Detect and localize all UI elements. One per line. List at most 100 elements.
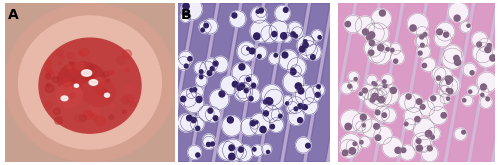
- Circle shape: [232, 13, 237, 18]
- Circle shape: [98, 90, 105, 96]
- Circle shape: [62, 78, 72, 87]
- Circle shape: [462, 130, 466, 134]
- Circle shape: [444, 32, 448, 37]
- Circle shape: [362, 119, 380, 138]
- Circle shape: [269, 53, 280, 64]
- Circle shape: [54, 117, 62, 124]
- Circle shape: [378, 97, 384, 103]
- Circle shape: [252, 145, 263, 156]
- Circle shape: [261, 25, 278, 43]
- Circle shape: [244, 89, 248, 93]
- Circle shape: [291, 32, 296, 37]
- Circle shape: [106, 79, 110, 82]
- Circle shape: [79, 115, 86, 122]
- Circle shape: [196, 75, 207, 86]
- Circle shape: [424, 33, 427, 36]
- Circle shape: [96, 86, 104, 94]
- Circle shape: [399, 93, 416, 110]
- Circle shape: [478, 38, 492, 52]
- Circle shape: [206, 107, 220, 122]
- Circle shape: [362, 124, 366, 127]
- Circle shape: [420, 101, 434, 116]
- Circle shape: [196, 126, 200, 130]
- Circle shape: [390, 50, 404, 64]
- Circle shape: [5, 3, 175, 162]
- Circle shape: [340, 110, 362, 132]
- Circle shape: [300, 46, 305, 52]
- Circle shape: [186, 115, 192, 121]
- Circle shape: [45, 101, 52, 108]
- Circle shape: [480, 96, 492, 108]
- Circle shape: [179, 51, 192, 66]
- Circle shape: [74, 89, 80, 96]
- Circle shape: [362, 29, 368, 35]
- Circle shape: [290, 65, 302, 76]
- Circle shape: [440, 75, 460, 96]
- Circle shape: [439, 79, 452, 92]
- Circle shape: [434, 67, 452, 86]
- Circle shape: [298, 103, 303, 109]
- Circle shape: [404, 94, 423, 112]
- Circle shape: [374, 106, 390, 121]
- Circle shape: [416, 26, 428, 38]
- Circle shape: [367, 23, 388, 45]
- Circle shape: [246, 47, 250, 50]
- Circle shape: [428, 146, 432, 151]
- Circle shape: [256, 10, 260, 13]
- Circle shape: [313, 84, 324, 96]
- Circle shape: [210, 67, 214, 71]
- Circle shape: [270, 124, 274, 129]
- Circle shape: [45, 66, 52, 72]
- Circle shape: [79, 51, 84, 55]
- Polygon shape: [216, 3, 262, 162]
- Circle shape: [485, 47, 491, 53]
- Circle shape: [364, 39, 382, 57]
- Circle shape: [88, 112, 94, 117]
- Circle shape: [441, 113, 446, 118]
- Circle shape: [432, 67, 446, 81]
- Circle shape: [454, 128, 466, 140]
- Circle shape: [56, 119, 60, 122]
- Circle shape: [318, 36, 321, 39]
- Circle shape: [210, 142, 214, 146]
- Circle shape: [123, 50, 132, 58]
- Circle shape: [394, 59, 398, 63]
- Circle shape: [454, 15, 460, 21]
- Circle shape: [368, 50, 374, 55]
- Circle shape: [440, 94, 450, 104]
- Circle shape: [196, 153, 200, 157]
- Circle shape: [239, 64, 245, 70]
- Circle shape: [401, 148, 406, 152]
- Circle shape: [288, 97, 304, 113]
- Polygon shape: [284, 3, 330, 162]
- Circle shape: [266, 98, 272, 104]
- Circle shape: [206, 142, 210, 146]
- Circle shape: [214, 61, 218, 66]
- Polygon shape: [193, 3, 238, 162]
- Circle shape: [122, 110, 126, 114]
- Circle shape: [203, 19, 218, 34]
- Circle shape: [472, 32, 488, 48]
- Circle shape: [234, 147, 246, 159]
- Circle shape: [56, 49, 64, 56]
- Polygon shape: [147, 3, 193, 162]
- Circle shape: [46, 83, 50, 87]
- Circle shape: [262, 84, 282, 106]
- Circle shape: [462, 95, 472, 106]
- Circle shape: [110, 72, 114, 75]
- Circle shape: [219, 91, 225, 97]
- Circle shape: [431, 96, 436, 101]
- Circle shape: [477, 42, 482, 47]
- Circle shape: [180, 12, 191, 22]
- Circle shape: [298, 118, 302, 123]
- Circle shape: [374, 89, 387, 102]
- Circle shape: [436, 22, 454, 41]
- Circle shape: [183, 3, 189, 9]
- Circle shape: [80, 48, 88, 56]
- Circle shape: [374, 124, 380, 129]
- Circle shape: [109, 115, 114, 120]
- Circle shape: [237, 86, 242, 90]
- Circle shape: [348, 85, 352, 88]
- Circle shape: [250, 120, 259, 129]
- Circle shape: [306, 143, 310, 148]
